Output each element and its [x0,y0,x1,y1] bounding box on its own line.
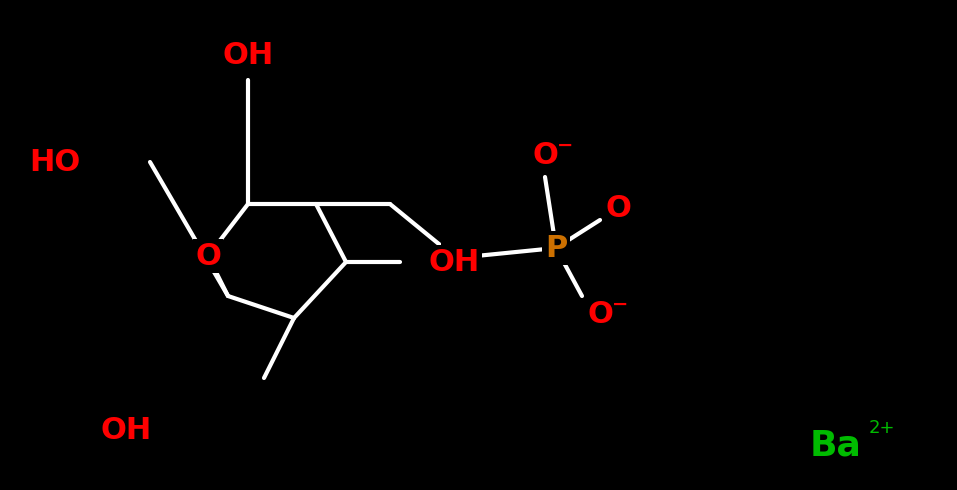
Text: O: O [532,141,558,170]
Text: 2+: 2+ [869,419,895,437]
Text: −: − [612,294,628,314]
Text: Ba: Ba [810,428,862,462]
Text: O: O [443,244,469,272]
Text: O: O [587,299,612,328]
Text: O: O [605,194,631,222]
Text: OH: OH [222,41,274,70]
Text: −: − [557,136,573,154]
Text: OH: OH [100,416,151,444]
Text: P: P [545,234,568,263]
Text: OH: OH [428,247,479,276]
Text: HO: HO [29,147,80,176]
Text: O: O [195,242,221,270]
